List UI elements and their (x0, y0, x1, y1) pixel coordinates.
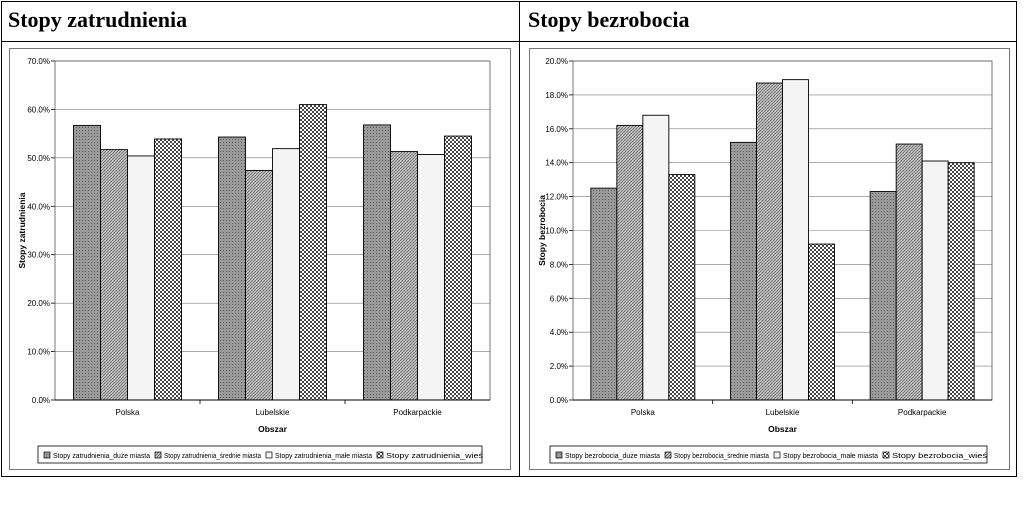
legend-label: Stopy bezrobocia_duże miasta (565, 453, 660, 460)
header-divider (2, 41, 1016, 42)
bar (417, 154, 445, 401)
legend-swatch (265, 451, 273, 459)
bar (100, 149, 128, 401)
legend-swatch (555, 451, 563, 459)
unemployment-chart-box: 0.0% 2.0% 4.0% 6.0% 8.0% 10.0% 12.0% 14.0% 16.0%… (529, 48, 1010, 470)
bar (668, 174, 696, 401)
employment-rate-chart: 0.0% 10.0% 20.0% 30.0% 40.0% 50.0% 60.0% 70.0% P… (17, 57, 491, 464)
legend-swatch (664, 451, 672, 459)
bar (616, 124, 644, 401)
y-tick-label: 50.0% (27, 154, 50, 163)
bar (154, 138, 182, 401)
bar (869, 191, 897, 401)
legend-swatch (773, 451, 781, 459)
figure-frame: Stopy zatrudnienia Stopy bezrobocia (1, 1, 1017, 477)
bar (921, 160, 949, 401)
legend-box (37, 445, 483, 464)
y-tick-label: 10.0% (545, 227, 568, 236)
y-tick-label: 40.0% (27, 202, 50, 211)
legend-swatch (43, 451, 51, 459)
y-tick-label: 14.0% (545, 159, 568, 168)
y-tick-label: 0.0% (32, 396, 50, 405)
legend-label: Stopy bezrobocia_wieś (892, 453, 988, 460)
y-tick-label: 2.0% (550, 362, 568, 371)
bar (363, 124, 391, 401)
bar (756, 82, 783, 401)
legend-label: Stopy zatrudnienia_małe miasta (275, 453, 372, 460)
bar (272, 148, 300, 401)
bar (808, 243, 835, 401)
bar (590, 187, 618, 401)
y-tick-label: 12.0% (545, 193, 568, 202)
bar (218, 136, 246, 401)
x-tick-label: Podkarpackie (393, 408, 442, 417)
y-tick-label: 18.0% (545, 91, 568, 100)
legend-swatch (154, 451, 162, 459)
bar (73, 124, 101, 401)
panel-divider (519, 2, 520, 476)
bar (782, 79, 809, 401)
legend-label: Stopy bezrobocia_małe miasta (783, 453, 878, 460)
x-axis-title: Obszar (768, 424, 798, 434)
bar (947, 162, 975, 401)
x-tick-label: Polska (631, 408, 656, 417)
panel-title-employment: Stopy zatrudnienia (8, 7, 188, 32)
y-axis-title: Stopy zatrudnienia (17, 192, 27, 268)
x-tick-label: Podkarpackie (898, 408, 947, 417)
y-tick-label: 10.0% (27, 348, 50, 357)
x-tick-label: Polska (115, 408, 140, 417)
bar (299, 104, 327, 401)
bar (444, 135, 472, 401)
employment-chart-box: 0.0% 10.0% 20.0% 30.0% 40.0% 50.0% 60.0% 70.0% P… (9, 48, 511, 470)
y-tick-label: 16.0% (545, 125, 568, 134)
y-tick-label: 0.0% (550, 396, 568, 405)
y-tick-label: 8.0% (550, 260, 568, 269)
x-tick-label: Lubelskie (766, 408, 800, 417)
legend-swatch (882, 451, 890, 459)
y-tick-label: 20.0% (27, 299, 50, 308)
x-tick-label: Lubelskie (256, 408, 290, 417)
legend-label: Stopy bezrobocia_średnie miasta (674, 453, 769, 460)
y-tick-label: 70.0% (27, 57, 50, 66)
bar (127, 155, 155, 401)
bar (895, 143, 923, 401)
bar (642, 114, 670, 401)
panel-title-unemployment: Stopy bezrobocia (528, 7, 690, 32)
y-tick-label: 6.0% (550, 294, 568, 303)
y-tick-label: 60.0% (27, 105, 50, 114)
y-tick-label: 20.0% (545, 57, 568, 66)
y-tick-label: 4.0% (550, 328, 568, 337)
bar (730, 141, 757, 401)
legend-swatch (376, 451, 384, 459)
legend-box (549, 445, 988, 464)
legend-label: Stopy zatrudnienia_duże miasta (53, 453, 150, 460)
y-axis-title: Stopy bezrobocia (537, 195, 547, 266)
legend-label: Stopy zatrudnienia_średnie miasta (164, 453, 261, 460)
unemployment-rate-chart: 0.0% 2.0% 4.0% 6.0% 8.0% 10.0% 12.0% 14.0% 16.0%… (537, 57, 993, 464)
x-axis-title: Obszar (258, 424, 288, 434)
y-tick-label: 30.0% (27, 251, 50, 260)
legend-label: Stopy zatrudnienia_wieś (386, 453, 484, 460)
bar (245, 169, 273, 401)
bar (390, 151, 418, 401)
